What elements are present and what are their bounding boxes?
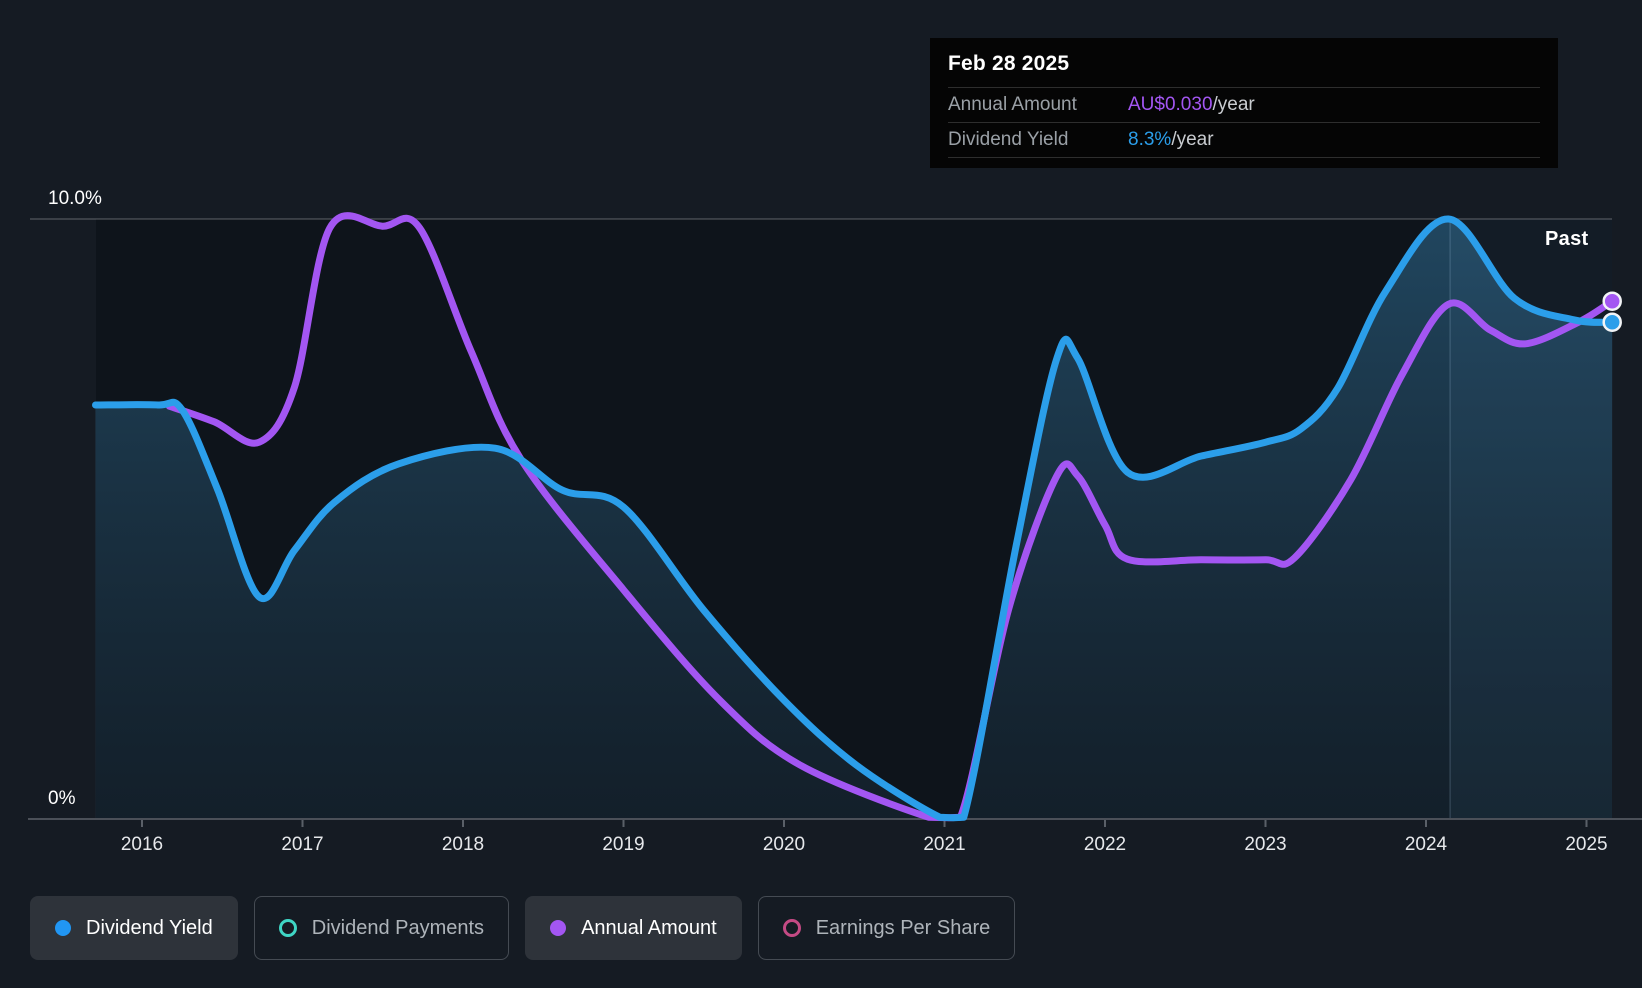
y-axis-labels: 10.0% 0% (48, 188, 102, 809)
x-axis-label: 2018 (442, 834, 484, 855)
dividend-yield-area-fill (95, 218, 1613, 819)
end-marker-dividend-yield (1602, 312, 1622, 332)
legend-toggle-dividend-payments[interactable]: Dividend Payments (253, 896, 510, 960)
dividend-payments-ring-icon (278, 919, 297, 937)
legend-label: Dividend Payments (311, 916, 485, 939)
x-axis-labels: 2016 2017 2018 2019 2020 2021 2022 2023 2024 2025 (121, 834, 1608, 855)
x-axis-ticks (141, 820, 1588, 827)
x-axis-label: 2017 (281, 834, 323, 855)
annual-amount-dot-icon (550, 920, 567, 936)
legend-toggle-annual-amount[interactable]: Annual Amount (525, 896, 742, 960)
legend-toggle-earnings-per-share[interactable]: Earnings Per Share (757, 896, 1016, 960)
tooltip-label: Dividend Yield (948, 129, 1069, 150)
x-axis-label: 2021 (923, 834, 965, 855)
tooltip-body: Annual Amount AU$0.030/year Dividend Yie… (948, 87, 1540, 158)
x-axis-label: 2024 (1405, 834, 1448, 855)
tooltip-suffix: /year (1212, 94, 1255, 115)
x-axis-label: 2023 (1244, 834, 1286, 855)
past-label: Past (1545, 228, 1589, 250)
legend-label: Annual Amount (581, 916, 717, 939)
dividend-yield-dot-icon (55, 920, 71, 936)
tooltip-label: Annual Amount (948, 94, 1077, 115)
x-axis-label: 2020 (763, 834, 805, 855)
legend-label: Dividend Yield (86, 916, 213, 939)
dividend-yield-line (92, 215, 1616, 822)
x-axis-label: 2022 (1084, 834, 1126, 855)
y-axis-label: 0% (48, 788, 76, 809)
x-axis-label: 2016 (121, 834, 163, 855)
tooltip-row-dividend-yield: Dividend Yield 8.3%/year (948, 122, 1540, 157)
x-axis-label: 2025 (1565, 834, 1607, 855)
tooltip-row-annual-amount: Annual Amount AU$0.030/year (948, 87, 1540, 122)
tooltip-value-dividend-yield: 8.3% (1128, 129, 1172, 150)
end-marker-annual-amount (1602, 291, 1622, 311)
chart-tooltip: Feb 28 2025 Annual Amount AU$0.030/year … (930, 38, 1558, 168)
y-axis-label: 10.0% (48, 188, 102, 209)
legend-label: Earnings Per Share (815, 916, 991, 939)
tooltip-value-annual-amount: AU$0.030 (1128, 94, 1213, 115)
series-end-markers (1602, 291, 1622, 332)
tooltip-suffix: /year (1171, 129, 1214, 150)
x-axis-label: 2019 (602, 834, 644, 855)
legend-toggle-dividend-yield[interactable]: Dividend Yield (30, 896, 238, 960)
chart-legend: Dividend Yield Dividend Payments Annual … (30, 896, 1016, 960)
earnings-per-share-ring-icon (782, 919, 801, 937)
tooltip-date: Feb 28 2025 (948, 52, 1070, 75)
